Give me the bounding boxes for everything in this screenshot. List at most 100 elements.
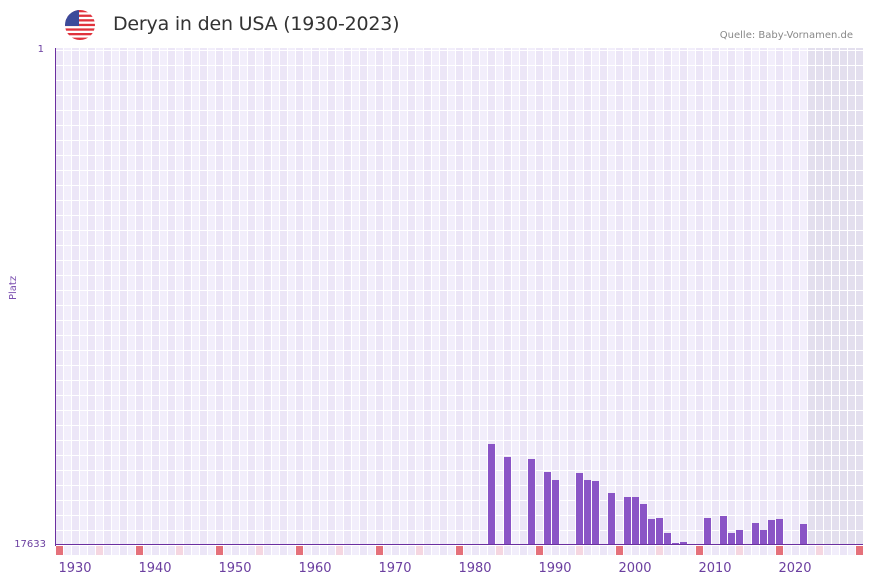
year-marker — [720, 546, 727, 555]
decade-marker — [616, 546, 623, 555]
year-marker — [208, 546, 215, 555]
bar-2015[interactable] — [752, 522, 759, 545]
year-marker — [200, 546, 207, 555]
bar-2006[interactable] — [680, 541, 687, 545]
bar-2002[interactable] — [648, 518, 655, 545]
x-tick-1980: 1980 — [458, 561, 492, 576]
bar-2013[interactable] — [736, 529, 743, 545]
year-marker — [232, 546, 239, 555]
bar-2011[interactable] — [720, 515, 727, 545]
chart-header: Derya in den USA (1930-2023) Quelle: Bab… — [0, 0, 873, 48]
half-decade-marker — [96, 546, 103, 555]
year-marker — [368, 546, 375, 555]
bar-2012[interactable] — [728, 532, 735, 545]
year-marker — [792, 546, 799, 555]
year-marker — [824, 546, 831, 555]
year-marker — [112, 546, 119, 555]
year-marker — [528, 546, 535, 555]
year-marker — [848, 546, 855, 555]
year-marker — [288, 546, 295, 555]
bar-1999[interactable] — [624, 496, 631, 545]
year-marker — [160, 546, 167, 555]
bar-1989[interactable] — [544, 471, 551, 545]
bar-2005[interactable] — [672, 542, 679, 545]
decade-marker — [776, 546, 783, 555]
year-marker — [224, 546, 231, 555]
year-marker — [120, 546, 127, 555]
bar-1982[interactable] — [488, 443, 495, 545]
year-marker — [488, 546, 495, 555]
half-decade-marker — [816, 546, 823, 555]
half-decade-marker — [336, 546, 343, 555]
year-marker — [592, 546, 599, 555]
bar-1990[interactable] — [552, 479, 559, 545]
half-decade-marker — [416, 546, 423, 555]
year-marker — [712, 546, 719, 555]
bar-1995[interactable] — [592, 480, 599, 545]
bar-2004[interactable] — [664, 532, 671, 545]
bar-2003[interactable] — [656, 517, 663, 545]
bar-2000[interactable] — [632, 496, 639, 545]
half-decade-marker — [736, 546, 743, 555]
year-marker — [360, 546, 367, 555]
year-marker — [328, 546, 335, 555]
year-marker — [272, 546, 279, 555]
year-marker-row — [55, 546, 863, 555]
half-decade-marker — [576, 546, 583, 555]
year-marker — [664, 546, 671, 555]
year-marker — [480, 546, 487, 555]
bar-2016[interactable] — [760, 529, 767, 545]
year-marker — [344, 546, 351, 555]
decade-marker — [376, 546, 383, 555]
bar-1997[interactable] — [608, 492, 615, 545]
year-marker — [640, 546, 647, 555]
bar-1993[interactable] — [576, 472, 583, 545]
year-marker — [704, 546, 711, 555]
year-marker — [152, 546, 159, 555]
decade-marker — [136, 546, 143, 555]
us-flag-icon — [65, 10, 95, 40]
bar-2021[interactable] — [800, 523, 807, 545]
x-tick-1970: 1970 — [378, 561, 412, 576]
year-marker — [840, 546, 847, 555]
year-marker — [800, 546, 807, 555]
year-marker — [88, 546, 95, 555]
year-marker — [264, 546, 271, 555]
year-marker — [768, 546, 775, 555]
decade-marker — [56, 546, 63, 555]
bar-1994[interactable] — [584, 479, 591, 545]
bar-1984[interactable] — [504, 456, 511, 545]
bar-2018[interactable] — [776, 518, 783, 545]
year-marker — [72, 546, 79, 555]
year-marker — [784, 546, 791, 555]
y-axis-label: Platz — [8, 275, 19, 300]
year-marker — [688, 546, 695, 555]
year-marker — [648, 546, 655, 555]
year-marker — [280, 546, 287, 555]
year-marker — [448, 546, 455, 555]
decade-marker — [856, 546, 863, 555]
year-marker — [104, 546, 111, 555]
x-tick-2010: 2010 — [698, 561, 732, 576]
y-tick-bottom: 17633 — [14, 539, 46, 550]
year-marker — [144, 546, 151, 555]
bar-2009[interactable] — [704, 517, 711, 545]
bar-1987[interactable] — [528, 458, 535, 545]
year-marker — [624, 546, 631, 555]
year-marker — [752, 546, 759, 555]
year-marker — [304, 546, 311, 555]
year-marker — [128, 546, 135, 555]
year-marker — [600, 546, 607, 555]
bar-2017[interactable] — [768, 519, 775, 545]
year-marker — [320, 546, 327, 555]
year-marker — [472, 546, 479, 555]
year-marker — [424, 546, 431, 555]
bar-2001[interactable] — [640, 503, 647, 545]
year-marker — [384, 546, 391, 555]
half-decade-marker — [256, 546, 263, 555]
year-marker — [192, 546, 199, 555]
plot-area — [55, 48, 863, 545]
year-marker — [168, 546, 175, 555]
x-tick-1930: 1930 — [58, 561, 92, 576]
year-marker — [248, 546, 255, 555]
